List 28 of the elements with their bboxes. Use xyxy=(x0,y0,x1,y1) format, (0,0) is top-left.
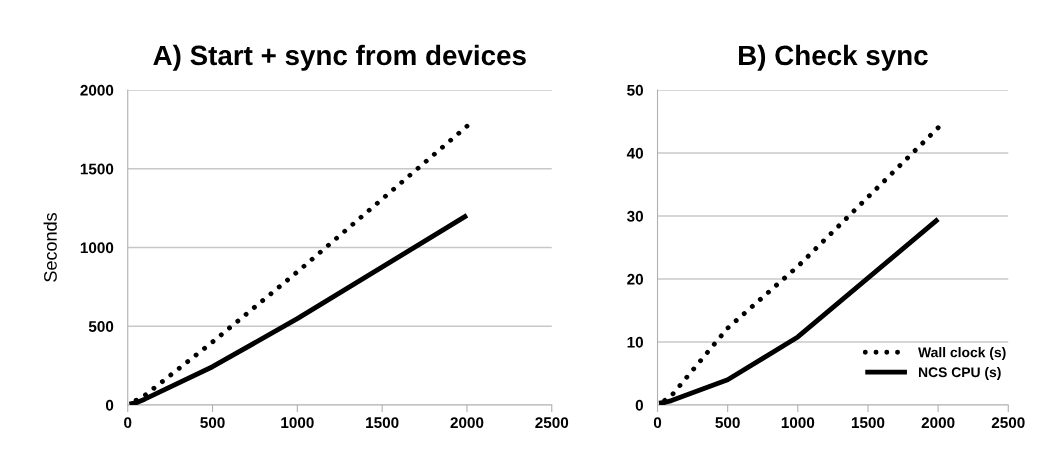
y-tick-label: 0 xyxy=(105,399,114,411)
y-axis-title: Seconds xyxy=(43,213,57,282)
y-tick-label: 500 xyxy=(88,321,114,332)
x-tick-label: 0 xyxy=(124,417,132,429)
y-tick-label: 1000 xyxy=(80,242,114,254)
x-tick-label: 1000 xyxy=(281,417,314,429)
y-tick-label: 10 xyxy=(627,336,643,348)
chart-title: A) Start + sync from devices xyxy=(153,44,526,71)
x-tick-label: 500 xyxy=(200,417,225,429)
x-tick-label: 2000 xyxy=(921,417,955,429)
chart-title: B) Check sync xyxy=(739,44,928,71)
legend-label: NCS CPU (s) xyxy=(918,366,1001,380)
y-tick-label: 20 xyxy=(627,273,643,285)
x-tick-label: 1000 xyxy=(781,417,815,429)
legend-label: Wall clock (s) xyxy=(918,347,1006,361)
y-tick-label: 30 xyxy=(626,210,643,222)
y-tick-label: 1500 xyxy=(80,163,114,175)
x-tick-label: 2500 xyxy=(991,417,1025,429)
x-tick-label: 500 xyxy=(715,417,740,429)
y-tick-label: 40 xyxy=(626,147,643,159)
y-tick-label: 0 xyxy=(635,399,643,411)
y-tick-label: 50 xyxy=(627,84,643,96)
x-tick-label: 2500 xyxy=(535,417,569,429)
x-tick-label: 0 xyxy=(653,417,662,429)
y-tick-label: 2000 xyxy=(80,84,114,96)
x-tick-label: 1500 xyxy=(366,417,399,429)
x-tick-label: 2000 xyxy=(450,417,484,429)
x-tick-label: 1500 xyxy=(851,417,885,429)
